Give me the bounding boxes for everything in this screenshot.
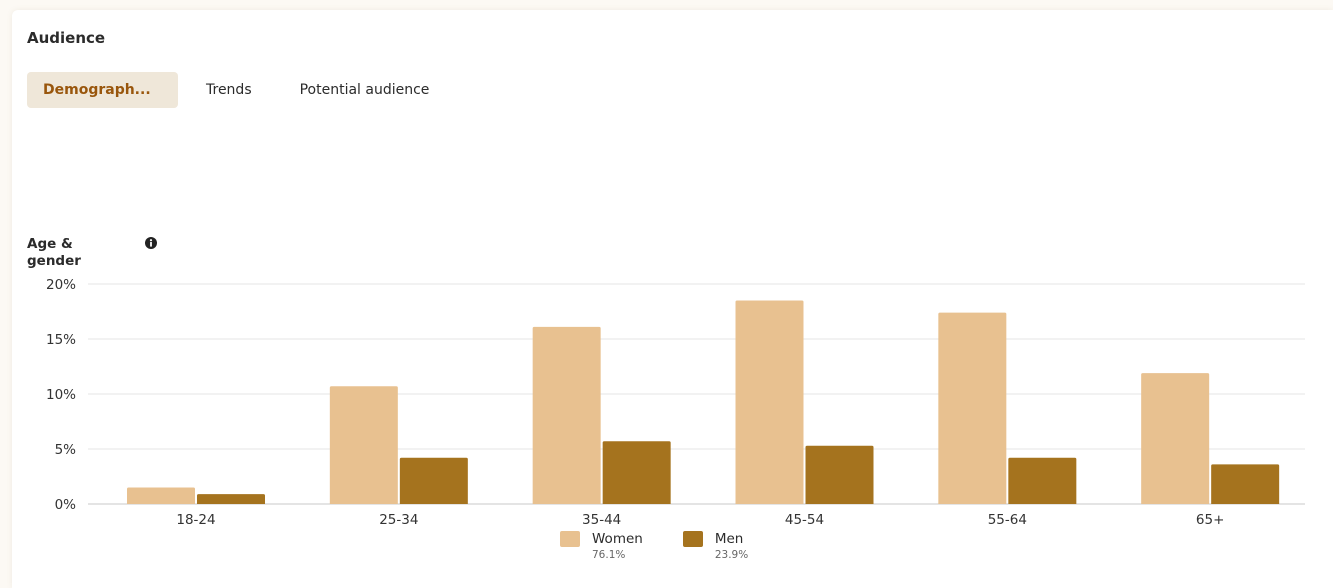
audience-tabs: Demograph... Trends Potential audience [27, 72, 429, 108]
bar-women [938, 312, 1007, 504]
x-tick-label: 25-34 [379, 512, 418, 528]
legend-label-women: Women [592, 531, 643, 547]
y-tick-label: 15% [46, 332, 76, 348]
age-gender-title: Age & gender [27, 236, 81, 269]
legend-swatch-women [560, 531, 580, 547]
tab-trends[interactable]: Trends [206, 82, 252, 98]
tab-demographics[interactable]: Demograph... [27, 72, 178, 108]
bar-women [532, 326, 601, 504]
bar-women [735, 300, 804, 504]
info-circle-icon[interactable] [145, 237, 157, 249]
bar-women [329, 386, 398, 504]
y-tick-label: 10% [46, 387, 76, 403]
legend-share-women: 76.1% [592, 549, 626, 561]
bar-men [805, 445, 874, 504]
bar-men [399, 457, 468, 504]
bar-men [197, 494, 265, 504]
legend-swatch-men [682, 531, 703, 547]
y-tick-label: 0% [55, 497, 77, 513]
x-tick-label: 55-64 [988, 512, 1027, 528]
bar-men [602, 441, 671, 504]
legend-item-men: Men 23.9% [682, 530, 749, 562]
audience-title: Audience [27, 29, 106, 47]
x-tick-label: 65+ [1196, 512, 1225, 528]
tab-potential-audience[interactable]: Potential audience [299, 82, 430, 98]
x-tick-label: 45-54 [785, 512, 824, 528]
bar-women [1141, 373, 1210, 504]
legend-share-men: 23.9% [714, 549, 749, 561]
legend-label-men: Men [714, 531, 744, 547]
audience-card [12, 10, 1333, 588]
x-tick-label: 35-44 [582, 512, 621, 528]
y-tick-label: 20% [46, 277, 76, 293]
legend-item-women: Women 76.1% [560, 530, 643, 562]
y-tick-label: 5% [55, 442, 77, 458]
bar-men [1211, 464, 1280, 504]
chart-legend: Women 76.1% Men 23.9% [560, 530, 788, 562]
x-tick-label: 18-24 [176, 512, 215, 528]
bar-men [1008, 457, 1077, 504]
bar-women [127, 487, 195, 504]
